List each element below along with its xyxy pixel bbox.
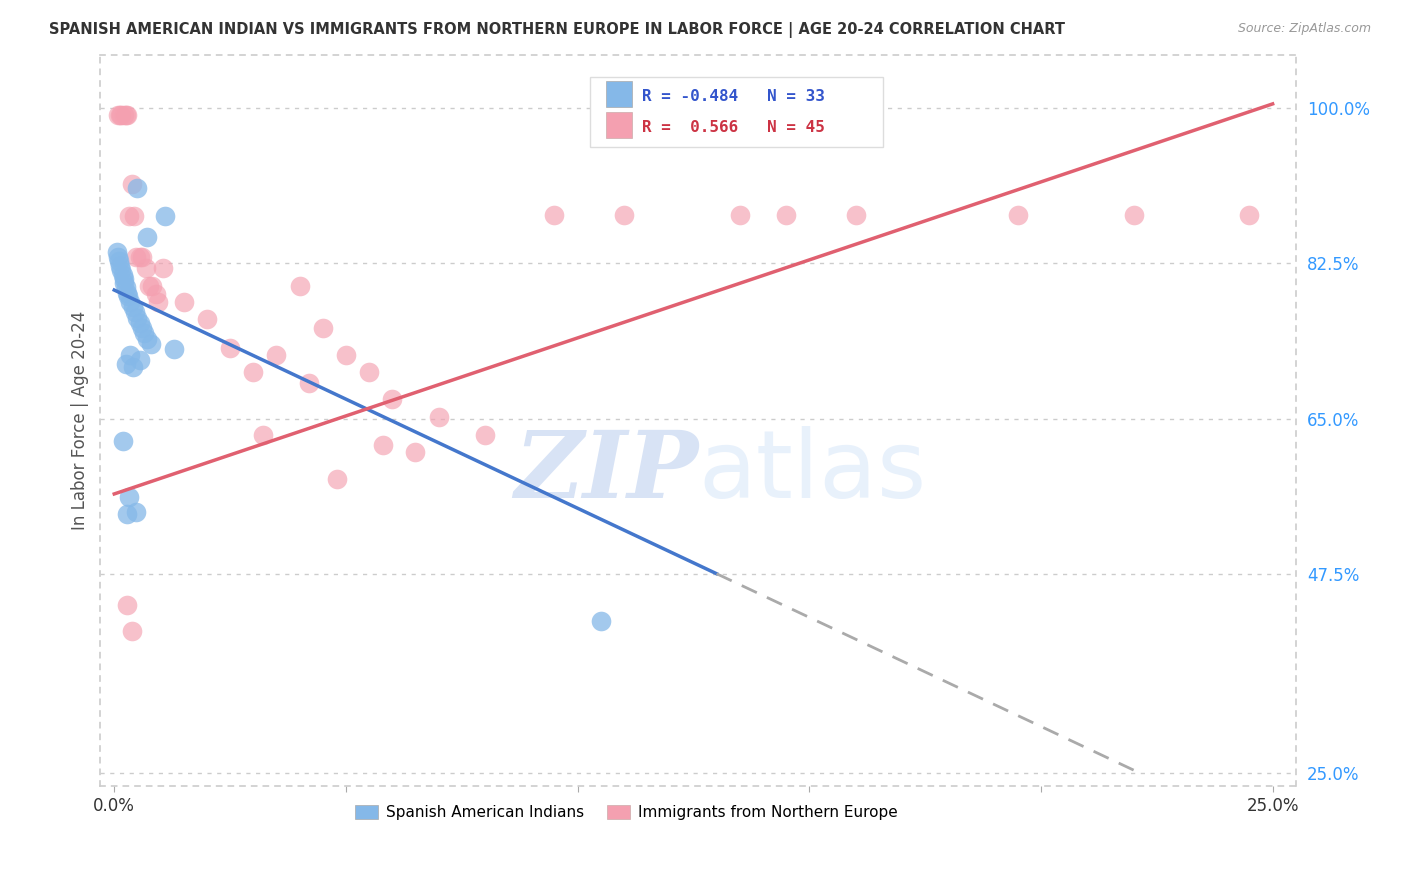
Point	[288, 278, 311, 293]
Point	[128, 250, 150, 264]
Point	[163, 343, 186, 357]
Point	[114, 357, 136, 371]
Point	[125, 250, 148, 264]
Point	[115, 508, 138, 522]
Point	[325, 472, 347, 486]
Point	[135, 230, 157, 244]
Point	[266, 348, 288, 362]
Point	[141, 278, 163, 293]
Text: Source: ZipAtlas.com: Source: ZipAtlas.com	[1237, 22, 1371, 36]
Point	[312, 321, 335, 335]
Point	[138, 278, 160, 293]
Point	[134, 326, 156, 341]
Point	[404, 445, 426, 459]
Text: ZIP: ZIP	[513, 427, 697, 517]
Point	[381, 392, 404, 406]
Point	[775, 208, 797, 222]
Point	[128, 316, 150, 330]
Point	[108, 253, 131, 268]
Bar	[606, 112, 633, 138]
Point	[112, 107, 135, 121]
Point	[1007, 208, 1029, 222]
Point	[128, 353, 150, 368]
Point	[145, 287, 167, 301]
Point	[589, 614, 612, 628]
Point	[120, 294, 142, 309]
Point	[105, 244, 128, 259]
Point	[127, 181, 149, 195]
Point	[131, 321, 153, 335]
Y-axis label: In Labor Force | Age 20-24: In Labor Force | Age 20-24	[72, 311, 89, 531]
Point	[124, 305, 146, 319]
Point	[107, 250, 129, 264]
Point	[111, 268, 134, 282]
Point	[115, 107, 138, 121]
Point	[108, 259, 131, 273]
Point	[108, 107, 131, 121]
Point	[125, 505, 148, 519]
Point	[121, 177, 143, 191]
Point	[219, 341, 242, 355]
Point	[1122, 208, 1144, 222]
Point	[121, 624, 143, 639]
Point	[131, 250, 153, 264]
Text: atlas: atlas	[697, 426, 927, 518]
Text: SPANISH AMERICAN INDIAN VS IMMIGRANTS FROM NORTHERN EUROPE IN LABOR FORCE | AGE : SPANISH AMERICAN INDIAN VS IMMIGRANTS FR…	[49, 22, 1066, 38]
Text: R =  0.566   N = 45: R = 0.566 N = 45	[643, 120, 825, 135]
Point	[155, 210, 177, 224]
Point	[543, 208, 565, 222]
Point	[173, 294, 195, 309]
Point	[728, 208, 751, 222]
Point	[127, 310, 149, 325]
Point	[111, 434, 134, 448]
Legend: Spanish American Indians, Immigrants from Northern Europe: Spanish American Indians, Immigrants fro…	[349, 798, 904, 826]
Point	[115, 285, 138, 300]
Bar	[606, 81, 633, 107]
Point	[135, 332, 157, 346]
Text: R = -0.484   N = 33: R = -0.484 N = 33	[643, 89, 825, 103]
Point	[252, 427, 274, 442]
Point	[114, 276, 136, 290]
Point	[141, 337, 163, 351]
Point	[117, 289, 139, 303]
Point	[115, 598, 138, 612]
Point	[122, 210, 145, 224]
Point	[118, 490, 141, 504]
Point	[371, 438, 394, 452]
Point	[114, 280, 136, 294]
Point	[298, 376, 321, 391]
Point	[112, 271, 135, 285]
Point	[152, 260, 174, 275]
Point	[335, 348, 357, 362]
FancyBboxPatch shape	[591, 77, 883, 146]
Point	[114, 107, 136, 121]
Point	[195, 312, 218, 326]
Point	[120, 348, 142, 362]
Point	[135, 260, 157, 275]
Point	[121, 360, 143, 375]
Point	[427, 409, 450, 424]
Point	[110, 107, 132, 121]
Point	[121, 300, 143, 314]
Point	[107, 107, 129, 121]
Point	[148, 294, 170, 309]
Point	[110, 262, 132, 277]
Point	[242, 366, 264, 380]
Point	[118, 210, 141, 224]
Point	[845, 208, 868, 222]
Point	[613, 208, 636, 222]
Point	[474, 427, 496, 442]
Point	[359, 366, 381, 380]
Point	[1239, 208, 1261, 222]
